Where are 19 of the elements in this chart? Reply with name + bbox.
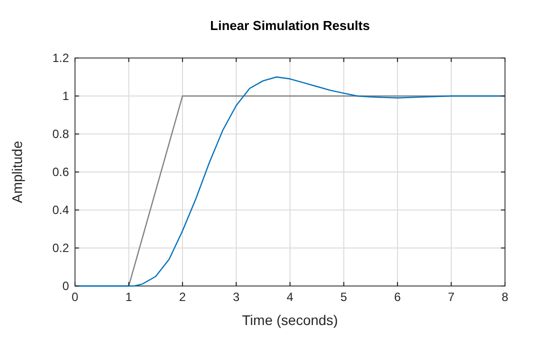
x-tick-label: 6 (394, 290, 402, 304)
y-tick-label: 1 (62, 89, 70, 103)
y-tick-label: 0.2 (52, 241, 70, 255)
y-tick-label: 0.8 (52, 127, 70, 141)
y-tick-label: 0.6 (52, 165, 70, 179)
x-tick-label: 8 (502, 290, 509, 304)
y-tick-label: 0 (62, 279, 70, 293)
y-tick-label: 0.4 (52, 203, 70, 217)
y-tick-label: 1.2 (52, 51, 70, 65)
x-tick-label: 3 (232, 290, 240, 304)
x-axis-title: Time (seconds) (242, 312, 338, 328)
x-tick-label: 5 (340, 290, 348, 304)
chart-title: Linear Simulation Results (210, 18, 370, 33)
y-axis-title: Amplitude (9, 140, 25, 204)
x-tick-label: 7 (448, 290, 455, 304)
x-tick-label: 0 (72, 290, 79, 304)
x-tick-label: 1 (125, 290, 132, 304)
x-tick-label: 2 (179, 290, 186, 304)
x-tick-label: 4 (286, 290, 294, 304)
